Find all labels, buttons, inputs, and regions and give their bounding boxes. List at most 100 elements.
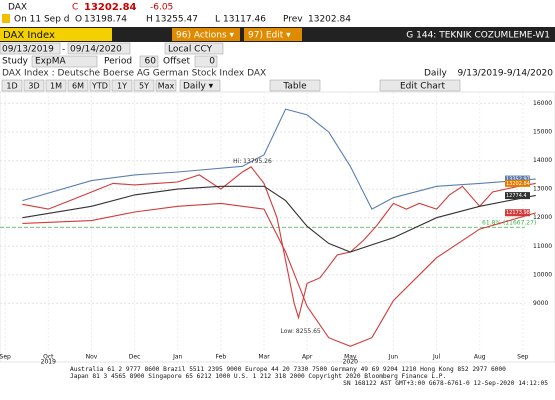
range-button-label: 6M bbox=[72, 82, 84, 91]
footer-line: Japan 81 3 4565 8900 Singapore 65 6212 1… bbox=[70, 373, 446, 380]
price-tag bbox=[505, 179, 530, 187]
x-tick-label: Jun bbox=[388, 354, 399, 361]
ticker: DAX bbox=[8, 3, 27, 13]
x-tick-label: Jul bbox=[432, 354, 441, 361]
range-button-label: 3D bbox=[28, 82, 39, 91]
actions: 96) Actions ▾ bbox=[176, 31, 235, 41]
description: DAX Index : Deutsche Boerse AG German St… bbox=[2, 69, 266, 79]
icon bbox=[2, 14, 10, 23]
y-tick-label: 9000 bbox=[533, 300, 548, 307]
dates: 9/13/2019-9/14/2020 bbox=[457, 69, 553, 79]
series-line bbox=[22, 108, 536, 210]
x-tick-label: Apr bbox=[302, 354, 313, 361]
period: 60 bbox=[145, 57, 157, 67]
offset: 0 bbox=[209, 57, 215, 67]
low-label: L bbox=[215, 15, 220, 25]
edit: 97) Edit ▾ bbox=[248, 31, 291, 41]
security-box[interactable] bbox=[0, 28, 112, 41]
security: DAX Index bbox=[3, 30, 55, 41]
range-button[interactable] bbox=[23, 79, 45, 92]
high-label: H bbox=[146, 15, 153, 25]
x-tick-label: Dec bbox=[129, 354, 141, 361]
study-select[interactable] bbox=[31, 55, 98, 68]
x-tick-label: Sep bbox=[0, 354, 11, 361]
quote-date: On 11 Sep d bbox=[14, 15, 70, 25]
price-tag bbox=[505, 192, 530, 200]
end-input[interactable] bbox=[67, 42, 131, 55]
close: 13202.84 bbox=[84, 2, 137, 13]
price-tag-label: 13352.97 bbox=[506, 177, 530, 183]
y-tick-label: 11000 bbox=[533, 243, 552, 250]
period-menu-button[interactable] bbox=[179, 79, 221, 92]
start-input[interactable] bbox=[0, 42, 61, 55]
chart: 9000 10000 11000 12000 13000 14000 15000 16000 S… bbox=[0, 92, 552, 366]
x-tick-label: Aug bbox=[474, 354, 486, 361]
period-menu: Daily ▾ bbox=[183, 82, 214, 92]
annotation: Hi: 13795.26 bbox=[233, 158, 272, 165]
series-line bbox=[22, 185, 536, 253]
range-button[interactable] bbox=[45, 79, 67, 92]
year-label: 2019 bbox=[41, 359, 56, 366]
close-label: C bbox=[72, 3, 78, 13]
period-input[interactable] bbox=[139, 55, 159, 68]
footer-line: SN 168122 AST GMT+3:00 G678-6761-0 12-Se… bbox=[343, 380, 548, 387]
y-tick-label: 13000 bbox=[533, 186, 552, 193]
low: 13117.46 bbox=[223, 15, 266, 25]
series-line bbox=[22, 202, 536, 347]
y-tick-label: 12000 bbox=[533, 214, 552, 221]
actions-button[interactable] bbox=[172, 28, 240, 41]
y-tick-label: 15000 bbox=[533, 129, 552, 136]
x-tick-label: Nov bbox=[86, 354, 98, 361]
range-button-label: YTD bbox=[91, 82, 108, 91]
range-button[interactable] bbox=[67, 79, 89, 92]
study-label: Study bbox=[2, 57, 29, 67]
price-tag-label: 12774.4 bbox=[506, 193, 527, 199]
fib-label: 61.8% (11667.27) bbox=[482, 220, 536, 227]
x-tick-label: Oct bbox=[43, 354, 54, 361]
currency: Local CCY bbox=[168, 45, 213, 55]
study-name: ExpMA bbox=[35, 57, 66, 67]
series-line bbox=[22, 166, 536, 320]
range-button[interactable] bbox=[111, 79, 133, 92]
range-button[interactable] bbox=[133, 79, 155, 92]
price-tag bbox=[505, 175, 530, 183]
offset-input[interactable] bbox=[194, 55, 218, 68]
page-name: G 144: TEKNIK COZUMLEME-W1 bbox=[406, 31, 550, 41]
prev-label: Prev bbox=[283, 15, 303, 25]
frequency: Daily bbox=[424, 69, 447, 79]
x-tick-label: Feb bbox=[216, 354, 227, 361]
currency-select[interactable] bbox=[164, 42, 224, 55]
price-tag-label: 13202.84 bbox=[506, 181, 530, 187]
y-tick-label: 16000 bbox=[533, 100, 552, 107]
period-label: Period bbox=[104, 57, 132, 67]
separator: - bbox=[62, 45, 65, 55]
table: Table bbox=[282, 82, 307, 92]
edit-button[interactable] bbox=[244, 28, 302, 41]
edit-chart-button[interactable] bbox=[379, 79, 461, 92]
high: 13255.47 bbox=[155, 15, 198, 25]
range-button-label: 5Y bbox=[139, 82, 149, 91]
edit-chart: Edit Chart bbox=[400, 82, 445, 92]
y-tick-label: 10000 bbox=[533, 271, 552, 278]
year-label: 2020 bbox=[343, 359, 358, 366]
change: -6.05 bbox=[150, 3, 173, 13]
start-date: 09/13/2019 bbox=[2, 45, 54, 55]
footer-line: Australia 61 2 9777 8600 Brazil 5511 239… bbox=[70, 366, 506, 373]
y-tick-label: 14000 bbox=[533, 157, 552, 164]
prev: 13202.84 bbox=[308, 15, 351, 25]
open: 13198.74 bbox=[84, 15, 127, 25]
range-button[interactable] bbox=[89, 79, 111, 92]
range-buttons: 1D 3D 1M 6M YTD 1Y 5Y Max bbox=[1, 79, 177, 92]
offset-label: Offset bbox=[163, 57, 191, 67]
price-tag bbox=[505, 209, 530, 217]
open-label: O bbox=[75, 15, 82, 25]
table-button[interactable] bbox=[269, 79, 321, 92]
range-button[interactable] bbox=[155, 79, 177, 92]
x-tick-label: Sep bbox=[517, 354, 529, 361]
end-date: 09/14/2020 bbox=[70, 45, 122, 55]
range-button[interactable] bbox=[1, 79, 23, 92]
range-button-label: 1M bbox=[50, 82, 62, 91]
x-tick-label: Mar bbox=[258, 354, 270, 361]
